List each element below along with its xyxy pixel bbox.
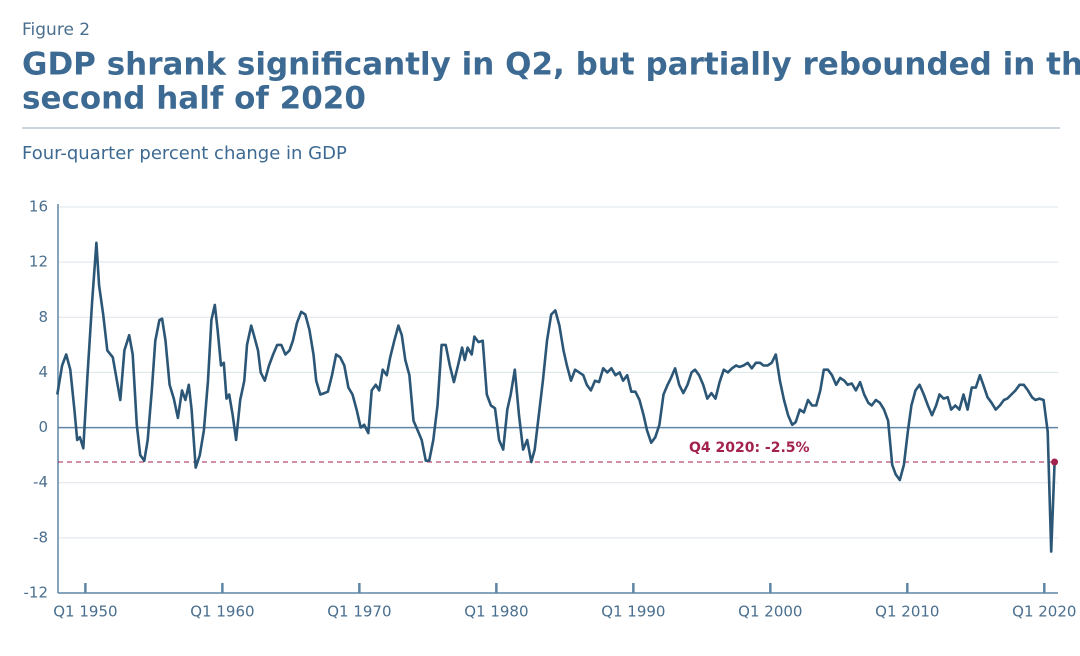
figure-label: Figure 2	[22, 20, 90, 40]
x-tick-label: Q1 1990	[601, 603, 665, 621]
x-tick-label: Q1 2020	[1012, 603, 1076, 621]
y-tick-label: -8	[33, 528, 48, 546]
gdp-line	[56, 241, 1056, 553]
last-point	[1051, 458, 1059, 466]
x-tick-label: Q1 1960	[190, 603, 254, 621]
y-tick-label: 8	[38, 308, 48, 326]
y-tick-label: 12	[29, 253, 48, 271]
annotation: Q4 2020: -2.5%	[689, 440, 810, 456]
y-tick-label: -12	[24, 584, 49, 602]
x-tick-label: Q1 1950	[53, 603, 117, 621]
subtitle: Four-quarter percent change in GDP	[22, 143, 347, 164]
x-tick-label: Q1 1970	[327, 603, 391, 621]
x-tick-label: Q1 2010	[875, 603, 939, 621]
y-tick-label: 4	[38, 363, 48, 381]
chart-title: second half of 2020	[22, 81, 366, 117]
y-tick-label: 16	[29, 198, 48, 216]
x-tick-label: Q1 2000	[738, 603, 802, 621]
x-tick-label: Q1 1980	[464, 603, 528, 621]
chart-title: GDP shrank significantly in Q2, but part…	[22, 47, 1080, 83]
y-tick-label: 0	[38, 418, 48, 436]
y-tick-label: -4	[33, 473, 48, 491]
